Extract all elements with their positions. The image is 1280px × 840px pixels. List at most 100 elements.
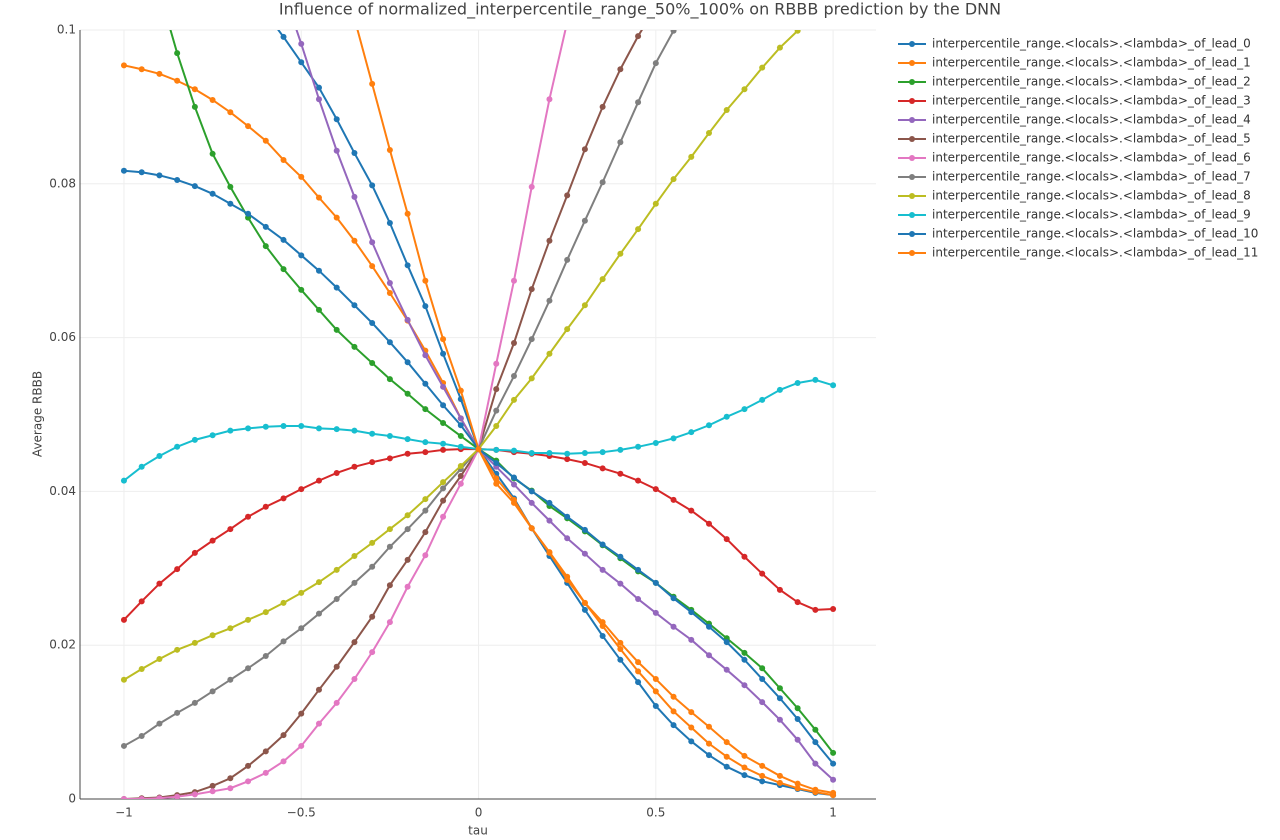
point [510, 396, 517, 403]
legend-text: interpercentile_range.<locals>.<lambda>_… [932, 94, 1251, 108]
point [386, 619, 393, 626]
point [120, 616, 127, 623]
point [386, 455, 393, 462]
point [688, 636, 695, 643]
point [369, 539, 376, 546]
point [564, 326, 571, 333]
point [564, 535, 571, 542]
point [262, 769, 269, 776]
point [174, 566, 181, 573]
point [794, 736, 801, 743]
point [227, 200, 234, 207]
point [440, 485, 447, 492]
point [422, 303, 429, 310]
legend-marker [909, 174, 915, 180]
point [776, 695, 783, 702]
point [794, 379, 801, 386]
point [688, 153, 695, 160]
x-tick-label: −0.5 [287, 806, 316, 820]
point [369, 80, 376, 87]
point [333, 596, 340, 603]
point [262, 243, 269, 250]
point [333, 326, 340, 333]
y-axis-title: Average RBBB [31, 371, 45, 457]
point [723, 666, 730, 673]
point [262, 423, 269, 430]
point [351, 579, 358, 586]
point [794, 599, 801, 606]
point [581, 459, 588, 466]
point [404, 210, 411, 217]
legend-text: interpercentile_range.<locals>.<lambda>_… [932, 170, 1251, 184]
point [617, 66, 624, 73]
point [493, 360, 500, 367]
point [351, 427, 358, 434]
point [546, 549, 553, 556]
point [670, 623, 677, 630]
point [369, 613, 376, 620]
point [617, 646, 624, 653]
y-tick-label: 0.1 [57, 23, 76, 37]
point [741, 682, 748, 689]
point [174, 77, 181, 84]
point [652, 702, 659, 709]
point [705, 752, 712, 759]
point [635, 99, 642, 106]
point [298, 625, 305, 632]
point [830, 760, 837, 767]
point [759, 396, 766, 403]
point [688, 709, 695, 716]
point [440, 402, 447, 409]
point [705, 422, 712, 429]
point [280, 599, 287, 606]
point [333, 426, 340, 433]
point [510, 474, 517, 481]
point [262, 137, 269, 144]
point [298, 710, 305, 717]
point [386, 280, 393, 287]
point [759, 772, 766, 779]
point [528, 336, 535, 343]
point [652, 688, 659, 695]
point [776, 44, 783, 51]
point [156, 70, 163, 77]
point [262, 223, 269, 230]
point [138, 169, 145, 176]
point [652, 676, 659, 683]
point [227, 775, 234, 782]
point [599, 276, 606, 283]
point [440, 446, 447, 453]
point [404, 316, 411, 323]
point [688, 609, 695, 616]
point [493, 459, 500, 466]
point [386, 289, 393, 296]
legend-marker [909, 60, 915, 66]
point [191, 183, 198, 190]
point [138, 598, 145, 605]
point [263, 10, 269, 16]
legend-marker [909, 231, 915, 237]
point [315, 720, 322, 727]
point [510, 447, 517, 454]
point [315, 306, 322, 313]
point [723, 106, 730, 113]
point [510, 373, 517, 380]
point [386, 339, 393, 346]
point [546, 237, 553, 244]
point [209, 537, 216, 544]
point [191, 639, 198, 646]
legend-marker [909, 79, 915, 85]
point [652, 486, 659, 493]
point [422, 507, 429, 514]
point [404, 512, 411, 519]
point [794, 705, 801, 712]
point [546, 297, 553, 304]
point [688, 429, 695, 436]
legend-text: interpercentile_range.<locals>.<lambda>_… [932, 189, 1251, 203]
point [280, 156, 287, 163]
point [351, 150, 358, 157]
point [635, 443, 642, 450]
point [528, 375, 535, 382]
point [705, 520, 712, 527]
point [280, 423, 287, 430]
